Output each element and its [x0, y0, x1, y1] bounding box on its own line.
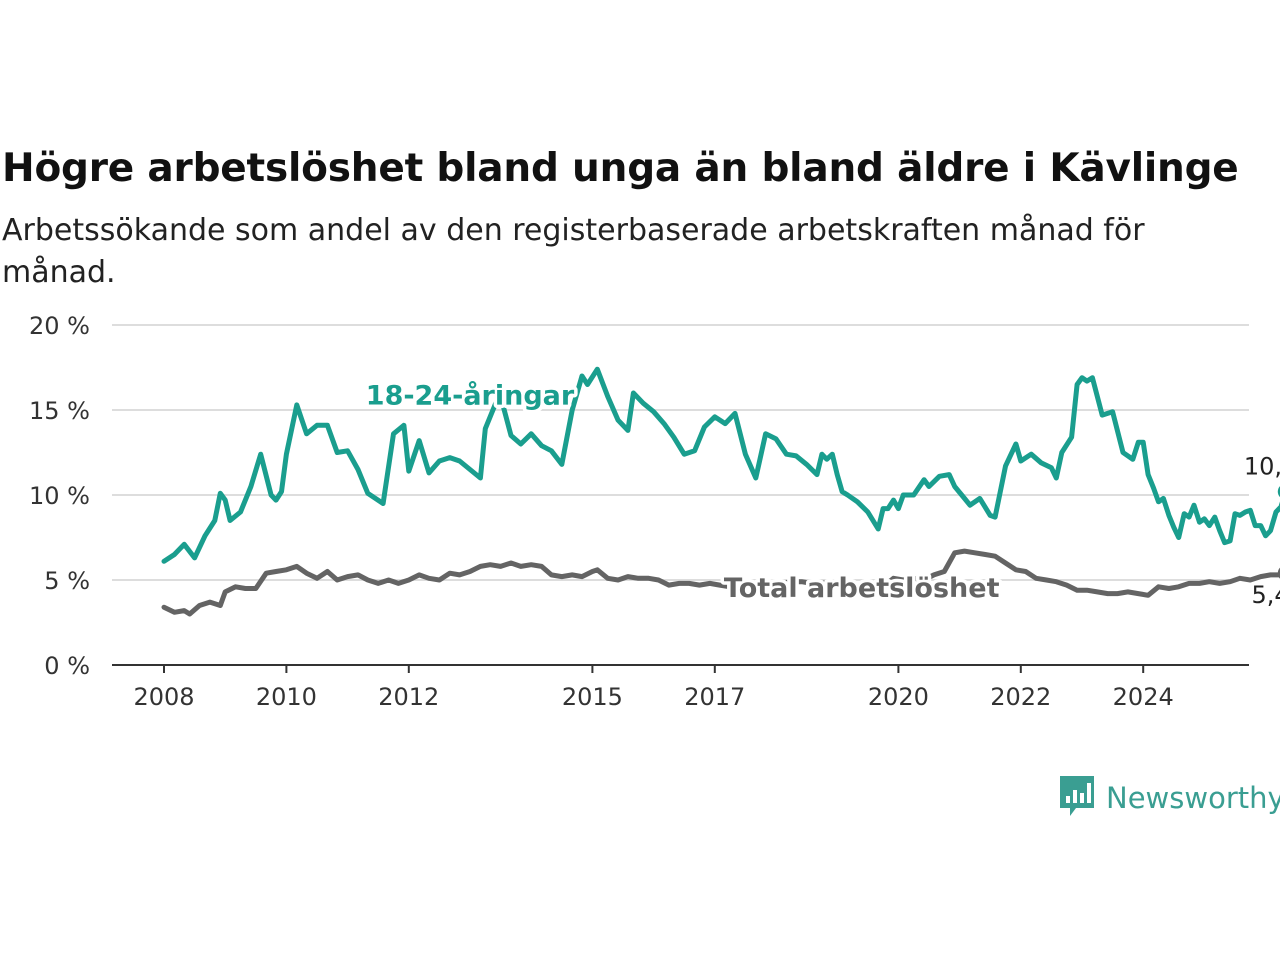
series-end-label-1: 5,4 % — [1251, 581, 1280, 609]
series-end-label-0: 10,2 % — [1244, 453, 1280, 481]
x-tick-label: 2024 — [1113, 683, 1174, 711]
y-tick-label: 20 % — [29, 312, 90, 340]
series-lines — [161, 366, 1280, 617]
chart-title: Högre arbetslöshet bland unga än bland ä… — [2, 146, 1239, 191]
series-end-point-1 — [1277, 567, 1280, 579]
y-tick-label: 5 % — [44, 567, 90, 595]
series-name-label-0: 18-24-åringar — [366, 380, 575, 412]
chart-subtitle: Arbetssökande som andel av den registerb… — [2, 213, 1145, 290]
x-tick-label: 2010 — [256, 683, 317, 711]
gridlines — [112, 324, 1249, 581]
x-tick-label: 2015 — [562, 683, 623, 711]
series-line-0 — [161, 366, 1280, 564]
x-tick-label: 2022 — [990, 683, 1051, 711]
x-tick-label: 2020 — [868, 683, 929, 711]
y-tick-label: 15 % — [29, 397, 90, 425]
series-end-point-0 — [1277, 486, 1280, 498]
line-chart: 5,4 % Total arbetslöshet 10,2 % 18-24-åring… — [29, 312, 1280, 711]
logo-text: Newsworthy — [1106, 781, 1280, 815]
series-line-1 — [161, 548, 1280, 617]
series-name-label-1: Total arbetslöshet — [724, 573, 1000, 604]
x-tick-label: 2008 — [133, 683, 194, 711]
series-labels: 5,4 % Total arbetslöshet 10,2 % 18-24-åring… — [362, 376, 1280, 609]
bar-chart-speech-bubble-icon — [1058, 774, 1096, 822]
x-tick-label: 2012 — [378, 683, 439, 711]
y-tick-label: 10 % — [29, 482, 90, 510]
newsworthy-logo: Newsworthy — [1058, 774, 1280, 822]
x-tick-label: 2017 — [684, 683, 745, 711]
axes: 0 % 5 % 10 % 15 % 20 % 2008 2010 2012 2015 2017 20… — [29, 312, 1249, 711]
y-tick-label: 0 % — [44, 652, 90, 680]
